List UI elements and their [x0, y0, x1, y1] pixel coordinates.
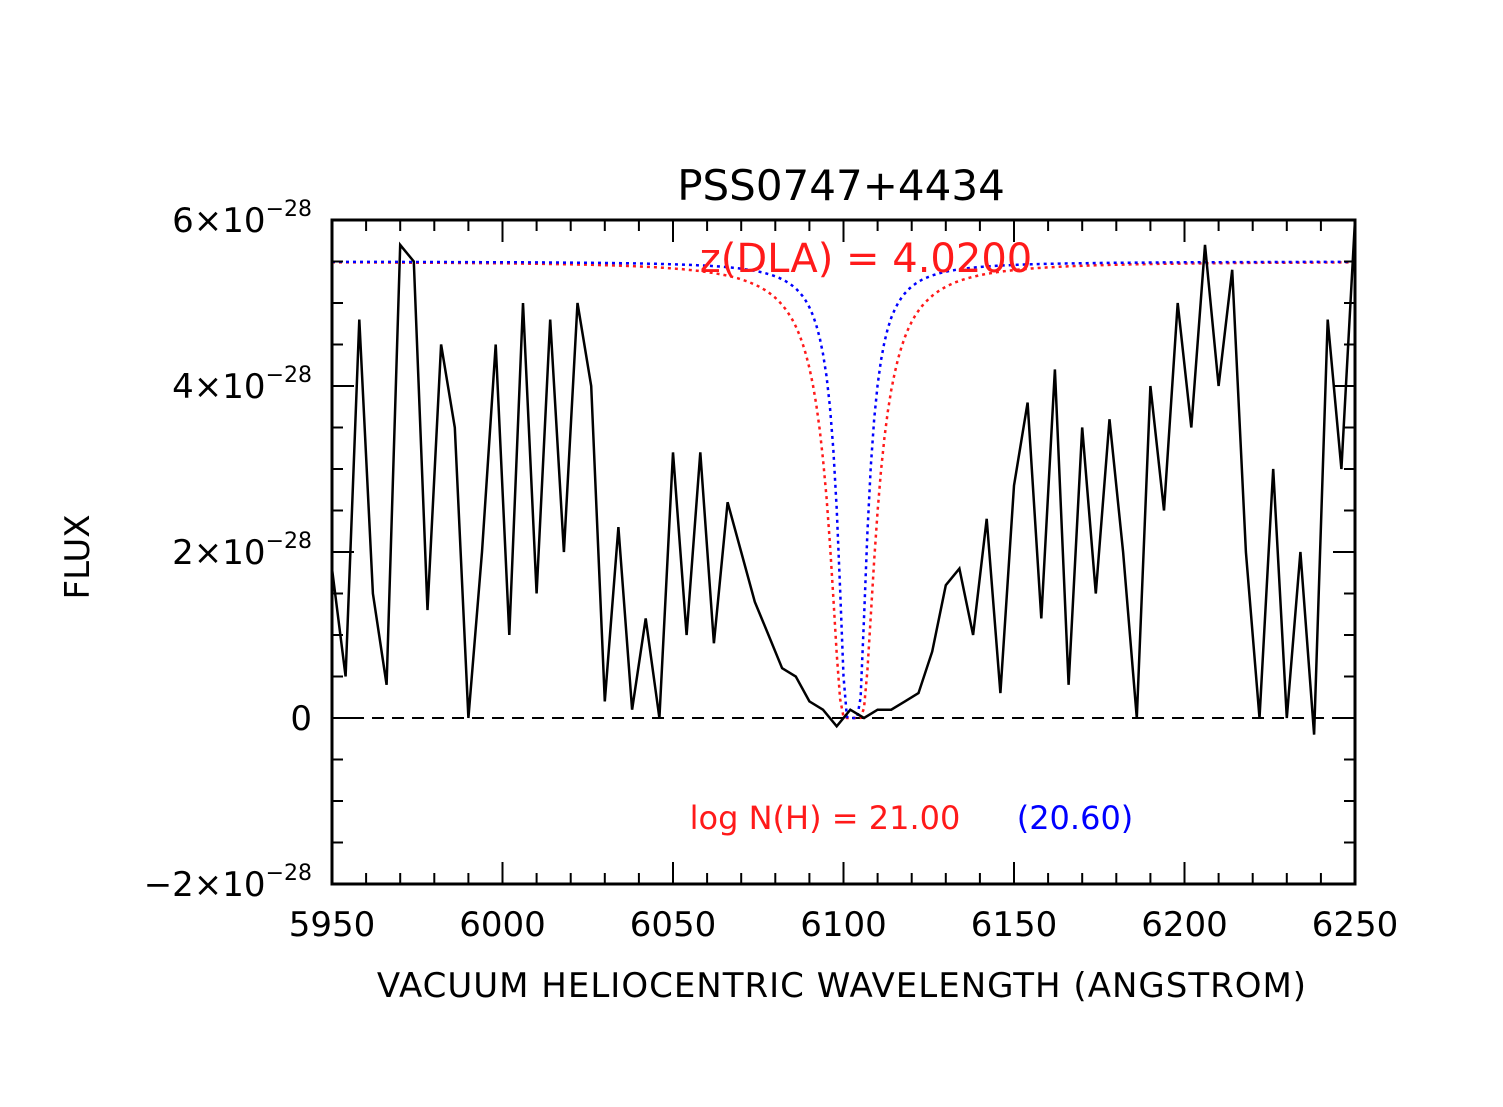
y-tick-label: 2×10−28: [172, 529, 312, 573]
chart-title: PSS0747+4434: [677, 161, 1005, 210]
plot-area: 5950 6000 6050 6100 6150 6200 6250 −2×10−28 0 2×…: [144, 197, 1399, 945]
redshift-annotation: z(DLA) = 4.0200: [700, 236, 1032, 282]
x-tick-label: 6250: [1312, 905, 1399, 945]
column-density-alt-annotation: (20.60): [1017, 799, 1134, 837]
spectrum-group: [332, 220, 1355, 735]
y-tick-label: 4×10−28: [172, 363, 312, 407]
model-curve-logN-20.6: [332, 260, 1355, 720]
x-tick-label: 5950: [289, 905, 376, 945]
y-tick-label: 6×10−28: [172, 197, 312, 241]
y-axis-ticks: −2×10−28 0 2×10−28 4×10−28 6×10−28: [144, 197, 1355, 905]
y-tick-label: −2×10−28: [144, 861, 312, 905]
spectrum-line: [332, 220, 1355, 735]
x-tick-label: 6100: [800, 905, 887, 945]
y-tick-label: 0: [290, 699, 312, 739]
x-axis-ticks: 5950 6000 6050 6100 6150 6200 6250: [289, 220, 1399, 945]
x-tick-label: 6150: [971, 905, 1058, 945]
x-tick-label: 6200: [1141, 905, 1228, 945]
y-axis-label: FLUX: [58, 515, 98, 600]
x-tick-label: 6000: [459, 905, 546, 945]
model-curves: [332, 260, 1355, 720]
x-axis-label: VACUUM HELIOCENTRIC WAVELENGTH (ANGSTROM…: [377, 966, 1307, 1006]
plot-frame: [330, 218, 1357, 886]
x-tick-label: 6050: [630, 905, 717, 945]
column-density-annotation: log N(H) = 21.00: [690, 799, 961, 837]
